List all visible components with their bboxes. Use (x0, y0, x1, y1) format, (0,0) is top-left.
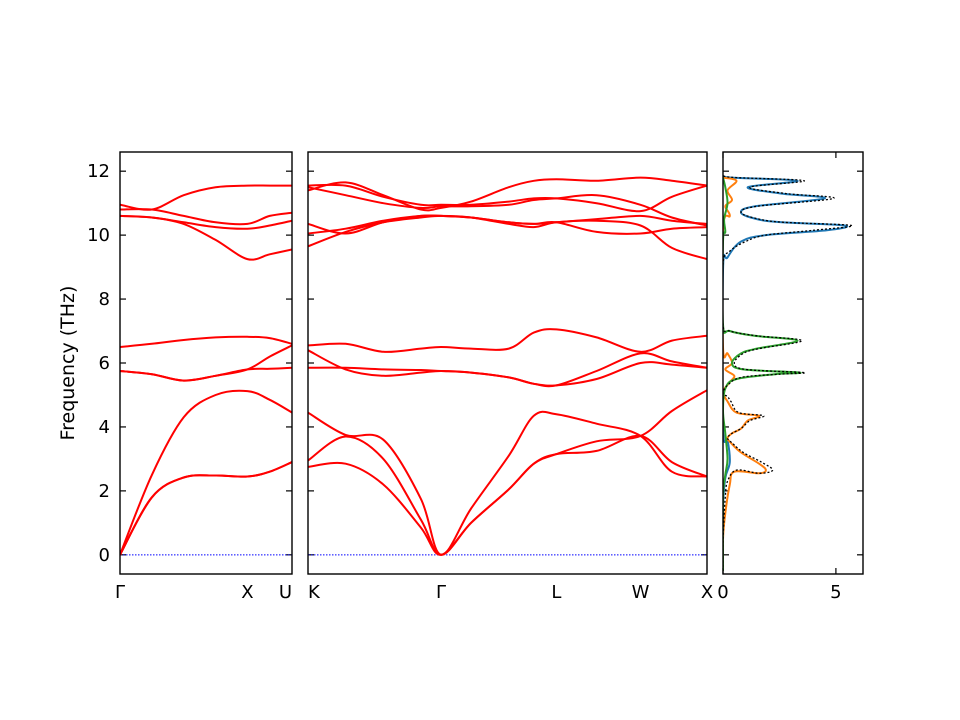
y-tick-labels: 0 2 4 6 8 10 12 (87, 161, 110, 566)
y-tick-label: 12 (87, 161, 110, 182)
bands-left (120, 184, 292, 556)
y-axis-label: Frequency (THz) (57, 286, 79, 441)
y-tick-label: 2 (99, 481, 110, 502)
dos-curves (723, 175, 853, 571)
phonon-branch-left-2 (120, 461, 292, 556)
phonon-branch-right-12 (308, 176, 707, 212)
dos-x-tick-label: 0 (717, 582, 728, 603)
dos-partial-curve-2 (723, 176, 767, 571)
kpoint-label: W (632, 582, 650, 603)
kpoint-label: U (279, 582, 292, 603)
phonon-branch-left-6 (120, 335, 292, 348)
phonon-branch-right-5 (308, 349, 707, 388)
kpoint-label: Γ (436, 582, 446, 603)
y-tick-label: 4 (99, 417, 110, 438)
y-tick-label: 8 (99, 289, 110, 310)
phonon-branch-right-6 (308, 328, 707, 353)
phonon-branch-left-8 (120, 214, 292, 230)
kpoint-label: X (701, 582, 713, 603)
panel-left-ticks (120, 170, 292, 556)
dos-x-tick-label: 5 (830, 582, 841, 603)
phonon-branch-right-11 (308, 183, 707, 213)
panel-right-ticks (308, 170, 707, 556)
dos-partial-curve-3 (723, 177, 802, 571)
phonon-branch-right-3 (308, 410, 707, 556)
panel-right-frame (307, 151, 708, 575)
phonon-branch-left-5 (120, 344, 292, 382)
phonon-branch-left-10 (120, 184, 292, 211)
phonon-branch-right-10 (308, 186, 707, 227)
kpoint-label: K (308, 582, 321, 603)
phonon-branch-left-3 (120, 389, 292, 556)
dos-total-curve (723, 175, 853, 571)
y-tick-label: 10 (87, 225, 110, 246)
kpoint-label: Γ (115, 582, 125, 603)
kpoint-label: L (551, 582, 561, 603)
kpoint-label: X (241, 582, 253, 603)
phonon-branch-right-9 (308, 214, 707, 235)
y-tick-label: 6 (99, 353, 110, 374)
bands-right (308, 176, 707, 556)
dos-panel-frame (722, 151, 864, 575)
y-tick-label: 0 (99, 545, 110, 566)
panel-left-frame (119, 151, 293, 575)
band-panel-left: 0 2 4 6 8 10 12 Γ X U (87, 151, 293, 603)
